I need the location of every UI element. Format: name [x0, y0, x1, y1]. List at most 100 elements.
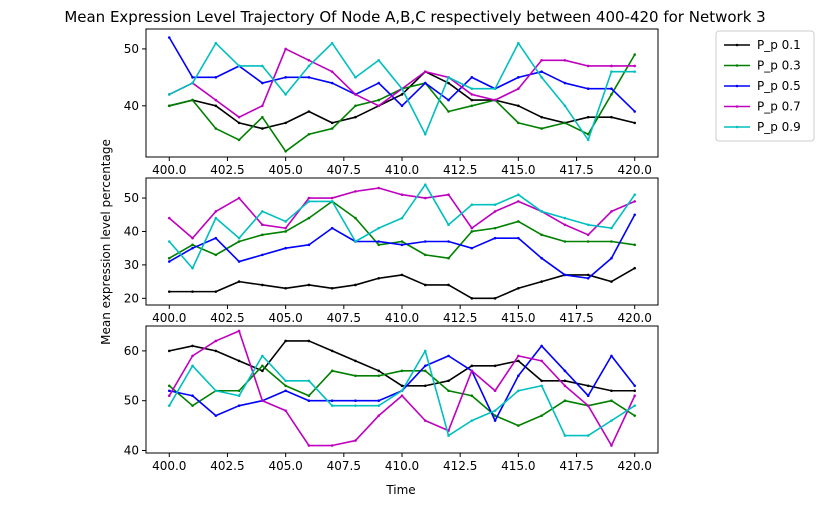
data-point [284, 384, 287, 388]
data-point [493, 389, 497, 393]
data-point [237, 64, 241, 68]
x-tick-label: 420.0 [618, 459, 652, 473]
x-tick-label: 410.0 [385, 311, 419, 325]
data-point [493, 210, 497, 213]
data-point [377, 104, 381, 108]
x-tick-label: 407.5 [327, 459, 361, 473]
data-point [586, 233, 590, 237]
data-point [610, 256, 613, 260]
data-point [470, 87, 474, 91]
legend-marker [735, 43, 739, 47]
data-point [354, 399, 357, 403]
data-point [610, 87, 613, 91]
data-point [284, 409, 287, 412]
data-point [610, 115, 613, 119]
data-point [191, 243, 194, 247]
series-line-p-p-0-5 [169, 345, 636, 422]
data-point [493, 203, 497, 207]
data-point [586, 115, 590, 119]
data-point [214, 127, 218, 130]
data-point [377, 58, 381, 62]
data-point [470, 394, 474, 398]
x-tick-label: 400.0 [152, 311, 186, 325]
data-point [377, 414, 381, 417]
data-point [610, 354, 613, 358]
data-point [354, 104, 357, 108]
data-point [261, 233, 264, 237]
data-point [284, 150, 287, 153]
data-point [214, 253, 218, 257]
x-tick-label: 410.0 [385, 163, 419, 177]
data-point [633, 394, 637, 398]
data-point [191, 290, 194, 293]
data-point [610, 70, 613, 73]
data-point [400, 87, 404, 91]
data-point [237, 138, 241, 142]
data-point [237, 329, 241, 333]
data-point [284, 246, 287, 250]
data-point [167, 349, 171, 353]
data-point [633, 266, 637, 270]
data-point [563, 216, 567, 220]
data-point [423, 240, 427, 243]
subplot-3: 400.0 402.5 405.0 407.5 410.0 412.5 415.0 417.5… [124, 325, 659, 473]
y-tick-label: 40 [124, 224, 139, 238]
legend-marker [735, 84, 739, 88]
data-point [563, 240, 567, 243]
data-point [354, 359, 357, 363]
data-point [563, 58, 567, 62]
data-point [261, 369, 264, 373]
data-point [610, 240, 613, 243]
data-point [633, 414, 637, 417]
data-point [377, 81, 381, 85]
x-tick-label: 410.0 [385, 459, 419, 473]
data-point [307, 110, 311, 113]
data-point [261, 283, 264, 287]
data-point [447, 223, 450, 227]
data-point [540, 76, 543, 79]
data-point [517, 193, 520, 197]
series-line-p-p-0-5 [168, 37, 636, 113]
data-point [191, 266, 194, 270]
data-point [540, 127, 543, 130]
x-tick-label: 400.0 [152, 163, 186, 177]
data-point [563, 379, 567, 383]
data-point [610, 389, 613, 393]
data-point [493, 226, 497, 230]
data-point [540, 359, 543, 363]
data-point [610, 210, 613, 213]
data-point [447, 76, 450, 79]
data-point [354, 190, 357, 193]
data-point [167, 104, 171, 108]
data-point [307, 394, 311, 398]
data-point [563, 273, 567, 277]
data-point [354, 216, 357, 220]
y-axis-label: Mean expression level percentage [99, 139, 113, 345]
data-point [167, 256, 171, 260]
data-point [633, 64, 637, 68]
data-point [237, 404, 241, 407]
data-point [633, 243, 637, 247]
legend-label: P_p 0.3 [757, 59, 801, 73]
data-point [261, 81, 264, 85]
data-point [517, 76, 520, 79]
data-point [284, 121, 287, 125]
data-point [633, 384, 637, 388]
series-line-p-p-0-9 [168, 350, 636, 437]
data-point [354, 374, 357, 378]
data-point [167, 216, 171, 220]
data-point [447, 434, 450, 437]
x-tick-label: 405.0 [268, 459, 302, 473]
data-point [330, 399, 334, 403]
data-point [261, 127, 264, 130]
data-point [633, 70, 637, 73]
data-point [400, 389, 404, 393]
data-point [586, 132, 590, 136]
x-tick-label: 402.5 [210, 163, 244, 177]
data-point [214, 349, 218, 353]
data-point [447, 110, 450, 113]
data-point [563, 384, 567, 388]
data-point [261, 210, 264, 213]
data-point [517, 104, 520, 108]
data-point [586, 240, 590, 243]
